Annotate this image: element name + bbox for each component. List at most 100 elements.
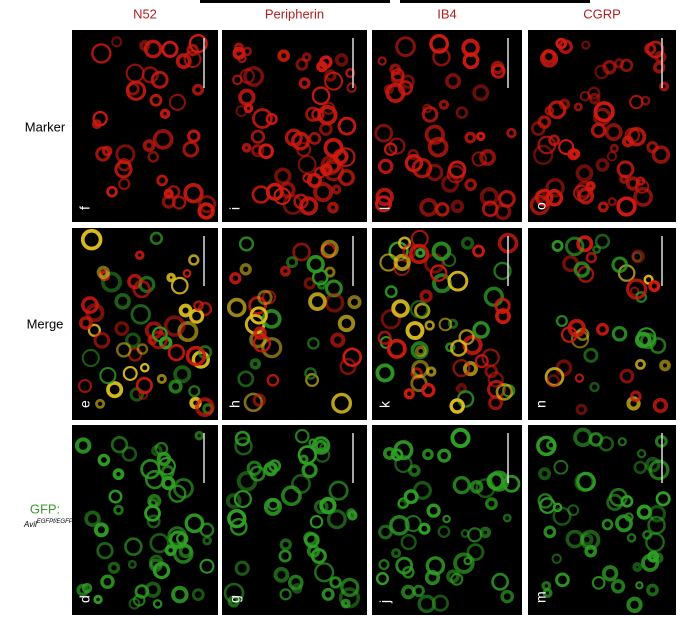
cell [486,471,505,491]
cell [445,342,456,353]
cell [279,265,291,277]
cell [575,403,588,416]
cell [156,373,167,384]
cell [134,584,150,599]
cell [125,332,141,349]
cell [621,135,634,148]
cell [151,444,163,457]
cell [647,550,660,563]
cell [327,201,339,214]
cell [574,373,585,383]
cell [316,280,327,290]
cell [402,243,418,259]
cell [227,508,247,529]
cell [139,40,151,52]
cell [427,136,449,158]
cell [643,274,654,285]
cell [138,276,156,294]
cell [233,42,245,53]
cell [635,358,646,370]
cell [266,373,280,387]
cell [326,509,347,530]
panel-letter: i [227,207,243,210]
cell [546,440,556,451]
cell [495,308,511,325]
cell [426,163,444,182]
cell [636,504,652,520]
cell [594,64,609,80]
cell [378,558,390,571]
cell [251,143,265,158]
cell [144,469,165,490]
cell [182,268,192,278]
cell [295,57,309,71]
column-header: CGRP [583,6,621,21]
cell [347,510,358,521]
cell [84,510,101,527]
cell [419,198,438,217]
cell [597,201,609,213]
cell [446,569,460,584]
row-label: GFP: [30,501,60,516]
cell [579,90,591,102]
cell [462,361,478,377]
cell [114,321,130,337]
cell [659,81,670,92]
cell [576,235,594,253]
cell [187,129,201,143]
cell [294,428,310,444]
cell [493,261,512,281]
row-sublabel: AvilEGFPf/EGFPf [23,519,76,530]
cell [419,289,433,303]
column-header: IB4 [437,6,457,21]
cell [601,565,619,582]
row-label: Merge [27,316,64,331]
cell [583,347,599,363]
cell [314,439,328,453]
cell [147,151,160,163]
cell [202,535,212,546]
cell [331,184,342,195]
image-panel [372,30,522,222]
cell [167,343,186,362]
cell [625,176,641,191]
cell [124,537,143,556]
cell [331,392,353,414]
cell [307,337,320,350]
cell [279,538,292,551]
cell [141,66,159,84]
cell [403,388,415,400]
cell [107,561,121,574]
cell [611,256,629,274]
cell [383,142,398,157]
cell [609,143,619,153]
cell [596,322,609,336]
cell [257,289,273,306]
cell [652,397,669,414]
cell [441,174,460,193]
cell [320,239,339,258]
cell [161,40,179,58]
cell [199,558,215,574]
cell [611,325,628,342]
cell [97,453,111,467]
cell [81,348,100,368]
cell [455,106,469,119]
cell [403,489,419,505]
cell [538,467,552,481]
cell [375,187,394,207]
cell [567,318,586,338]
cell [580,533,594,547]
cell [417,594,437,614]
cell [112,468,125,481]
cell [629,286,640,296]
cell [310,548,327,564]
cell [432,47,451,67]
cell [188,34,208,54]
cell [585,252,597,264]
cell [581,40,591,50]
cell [253,326,267,340]
cell [551,239,564,252]
cell [461,38,480,58]
